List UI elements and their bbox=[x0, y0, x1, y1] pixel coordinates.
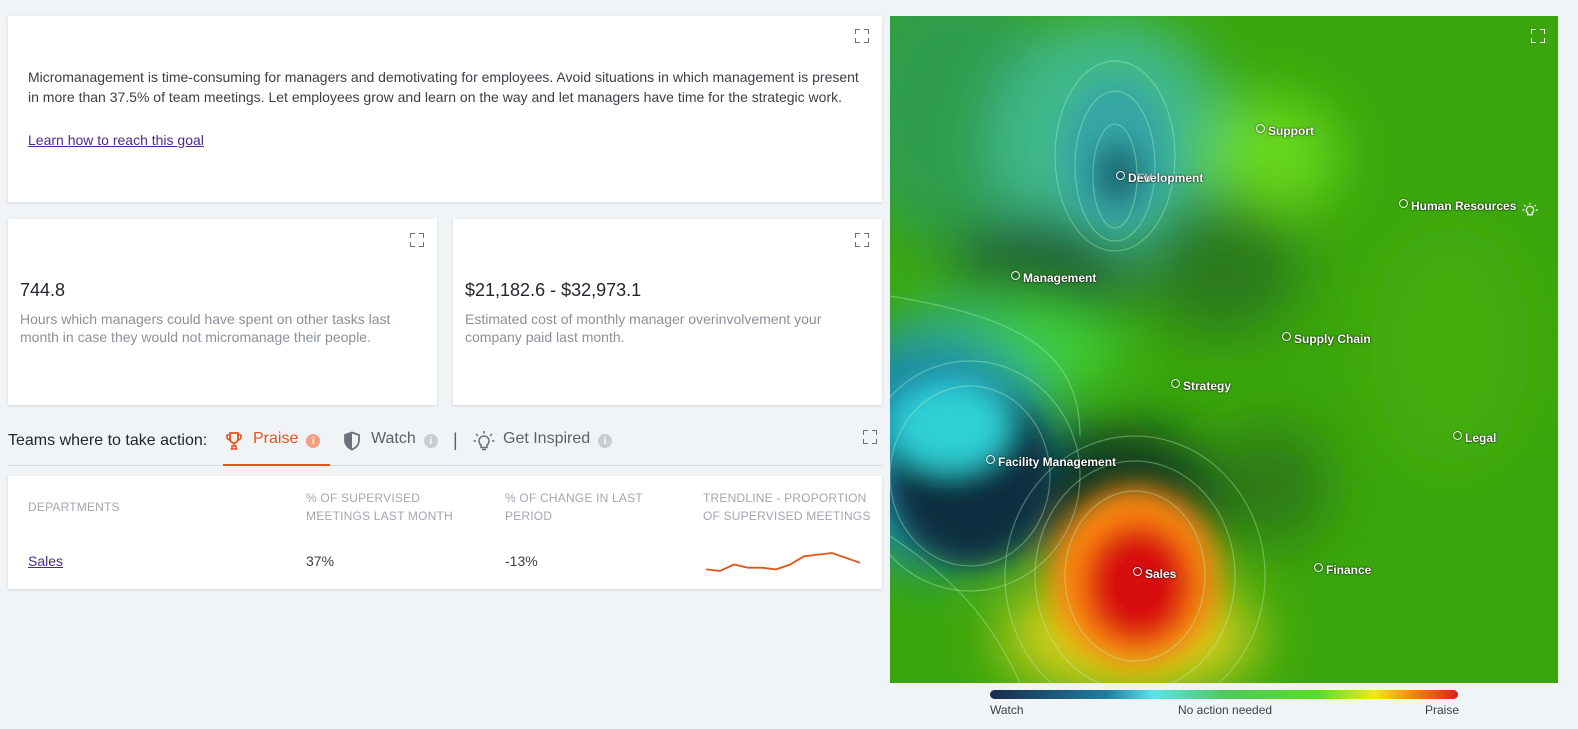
map-point-marker bbox=[1116, 171, 1125, 180]
map-point-label: Finance bbox=[1326, 563, 1372, 577]
tab-watch[interactable]: Watch i bbox=[341, 430, 438, 466]
legend-neutral-label: No action needed bbox=[1178, 703, 1273, 717]
shield-icon bbox=[341, 430, 363, 452]
hours-value: 744.8 bbox=[20, 280, 66, 300]
map-point-marker bbox=[986, 455, 995, 464]
map-point-marker bbox=[1314, 563, 1323, 572]
cost-metric-card: $21,182.6 - $32,973.1 Estimated cost of … bbox=[453, 219, 882, 405]
col-header-change: % OF CHANGE IN LAST PERIOD bbox=[505, 491, 643, 523]
tab-praise-label: Praise bbox=[253, 430, 299, 447]
map-point-label: Management bbox=[1023, 271, 1097, 285]
tab-praise[interactable]: Praise i bbox=[223, 430, 331, 466]
tab-separator: | bbox=[453, 430, 458, 450]
col-header-supervised: % OF SUPERVISED MEETINGS LAST MONTH bbox=[306, 491, 453, 523]
trendline-line bbox=[705, 552, 861, 572]
map-point-overlap-label: DEV bbox=[1128, 171, 1153, 185]
heatmap-surface bbox=[890, 16, 1558, 683]
map-point-label: Human Resources bbox=[1411, 199, 1517, 213]
tab-watch-label: Watch bbox=[371, 430, 416, 447]
tab-get-inspired[interactable]: Get Inspired i bbox=[473, 430, 613, 466]
goal-card: Micromanagement is time-consuming for ma… bbox=[8, 16, 882, 202]
learn-goal-link[interactable]: Learn how to reach this goal bbox=[28, 132, 204, 148]
map-point-marker bbox=[1011, 271, 1020, 280]
cost-description: Estimated cost of monthly manager overin… bbox=[465, 311, 822, 345]
goal-description: Micromanagement is time-consuming for ma… bbox=[28, 69, 859, 105]
legend-watch-label: Watch bbox=[990, 703, 1024, 717]
map-point-marker bbox=[1399, 199, 1408, 208]
expand-icon[interactable] bbox=[1531, 29, 1545, 43]
hours-description: Hours which managers could have spent on… bbox=[20, 311, 391, 345]
expand-icon[interactable] bbox=[410, 233, 424, 247]
map-point-label: Support bbox=[1268, 124, 1314, 138]
cost-value: $21,182.6 - $32,973.1 bbox=[465, 280, 642, 300]
teams-label: Teams where to take action: bbox=[8, 432, 208, 449]
trendline-sparkline bbox=[705, 552, 861, 572]
info-icon[interactable]: i bbox=[423, 434, 438, 448]
map-point-marker bbox=[1453, 431, 1462, 440]
map-point-label: Facility Management bbox=[998, 455, 1117, 469]
map-point-label: Supply Chain bbox=[1294, 332, 1371, 346]
heatmap-legend-bar bbox=[990, 690, 1458, 699]
expand-icon[interactable] bbox=[855, 233, 869, 247]
table-row-supervised: 37% bbox=[306, 553, 335, 569]
map-point-marker bbox=[1256, 124, 1265, 133]
info-icon[interactable]: i bbox=[598, 434, 613, 448]
map-point-label: Strategy bbox=[1183, 379, 1232, 393]
tab-get-inspired-label: Get Inspired bbox=[503, 430, 591, 447]
col-header-trendline: TRENDLINE - PROPORTION OF SUPERVISED MEE… bbox=[703, 491, 871, 523]
map-point-label: Legal bbox=[1465, 431, 1497, 445]
map-point-label: Sales bbox=[1145, 567, 1177, 581]
hours-metric-card: 744.8 Hours which managers could have sp… bbox=[8, 219, 437, 405]
legend-praise-label: Praise bbox=[1425, 703, 1460, 717]
heatmap-panel: Support Development DEV Human Resources Mana… bbox=[890, 16, 1558, 683]
trophy-icon bbox=[223, 430, 245, 452]
teams-tab-bar: Teams where to take action: Praise i Wat… bbox=[8, 420, 882, 466]
lightbulb-icon[interactable] bbox=[1522, 202, 1538, 223]
expand-icon[interactable] bbox=[863, 430, 877, 444]
info-icon[interactable]: i bbox=[306, 434, 321, 448]
lightbulb-icon bbox=[473, 430, 495, 452]
table-row-department-link[interactable]: Sales bbox=[28, 553, 64, 569]
map-point-marker bbox=[1171, 379, 1180, 388]
map-point-marker bbox=[1282, 332, 1291, 341]
map-point-marker bbox=[1133, 567, 1142, 576]
map-point-label: Development bbox=[1128, 171, 1204, 185]
departments-table: DEPARTMENTS % OF SUPERVISED MEETINGS LAS… bbox=[8, 476, 882, 589]
table-row-change: -13% bbox=[505, 553, 538, 569]
expand-icon[interactable] bbox=[855, 29, 869, 43]
col-header-departments: DEPARTMENTS bbox=[28, 500, 120, 514]
